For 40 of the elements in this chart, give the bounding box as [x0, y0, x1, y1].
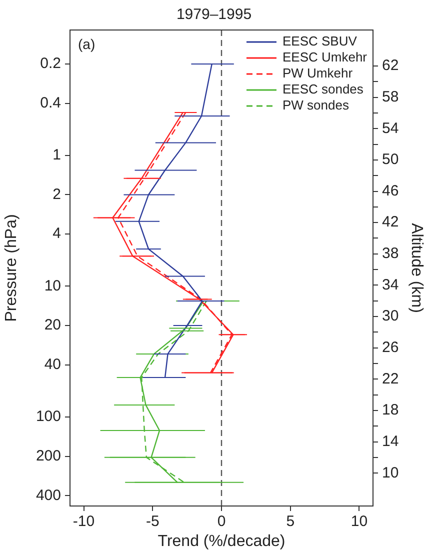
y2-tick-label: 26 [382, 338, 399, 356]
chart-title: 1979–1995 [176, 6, 252, 24]
y-tick-label: 10 [44, 277, 61, 294]
x-tick-label: 0 [217, 513, 226, 530]
y-tick-label: 2 [52, 186, 61, 203]
y2-tick-label: 46 [382, 182, 399, 200]
y2-tick-label: 34 [382, 276, 399, 294]
y2-tick-label: 58 [382, 88, 399, 106]
y2-tick-label: 42 [382, 214, 399, 231]
x-tick-label: -10 [72, 513, 95, 530]
legend-label: EESC Umkehr [282, 50, 368, 65]
y-tick-label: 100 [36, 408, 61, 426]
y2-tick-label: 50 [382, 151, 399, 168]
x-tick-label: 5 [286, 513, 295, 530]
y2-tick-label: 54 [382, 120, 399, 137]
legend-label: EESC SBUV [282, 34, 358, 49]
y2-axis-title: Altitude (km) [408, 223, 425, 313]
annotation: (a) [78, 36, 96, 52]
y-tick-label: 0.2 [40, 55, 61, 72]
y2-tick-label: 10 [382, 464, 399, 482]
y-tick-label: 1 [52, 146, 61, 164]
y2-tick-label: 38 [382, 245, 399, 262]
x-axis-title: Trend (%/decade) [158, 532, 286, 550]
y-tick-label: 0.4 [40, 94, 61, 112]
y-tick-label: 40 [44, 356, 61, 374]
y-tick-label: 400 [36, 486, 61, 504]
y2-tick-label: 22 [382, 370, 399, 388]
y-tick-label: 20 [44, 316, 61, 334]
y-tick-label: 200 [36, 447, 61, 464]
legend-label: PW Umkehr [282, 66, 354, 81]
y2-tick-label: 62 [382, 57, 399, 74]
y-axis-title: Pressure (hPa) [3, 214, 20, 322]
y2-tick-label: 14 [382, 432, 399, 450]
legend-label: PW sondes [282, 98, 350, 113]
y-tick-label: 4 [52, 225, 61, 242]
x-tick-label: -5 [146, 513, 160, 530]
y2-tick-label: 30 [382, 308, 399, 325]
x-tick-label: 10 [350, 513, 368, 530]
y2-tick-label: 18 [382, 402, 399, 419]
legend-label: EESC sondes [282, 82, 364, 97]
